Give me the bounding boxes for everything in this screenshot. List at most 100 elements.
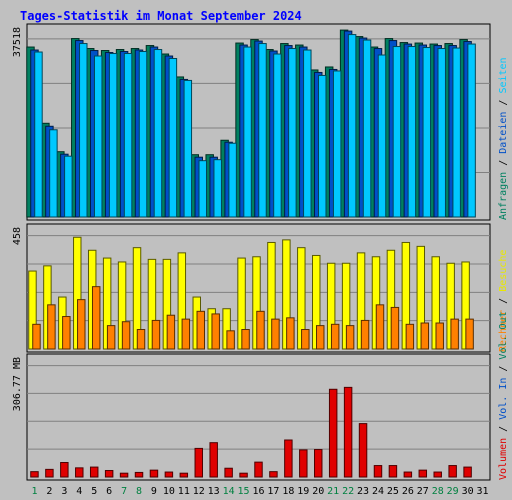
- bar-volumen-day-26: [403, 471, 413, 478]
- x-tick-label: 24: [372, 486, 384, 497]
- bar-volumen-day-14: [224, 467, 233, 478]
- bar-rechner-day-3: [62, 316, 71, 350]
- bar-seiten-day-3: [64, 155, 73, 218]
- bar-rechner-day-8: [136, 329, 146, 350]
- x-tick-label: 22: [342, 486, 354, 497]
- x-tick-label: 8: [136, 486, 142, 497]
- legend-entry: Besuche: [498, 250, 509, 292]
- x-tick-label: 30: [462, 486, 474, 497]
- x-tick-label: 12: [193, 486, 205, 497]
- bar-rechner-day-7: [121, 321, 131, 350]
- bar-seiten-day-30: [467, 43, 476, 218]
- bar-volumen-day-25: [388, 465, 398, 478]
- legend-entry: Vol. In: [498, 378, 509, 420]
- bar-seiten-day-9: [153, 49, 163, 218]
- x-tick-label: 25: [387, 486, 399, 497]
- x-tick-label: 17: [267, 486, 279, 497]
- series-seiten: [34, 34, 476, 218]
- panel-volume-frame: [26, 353, 491, 481]
- x-tick-label: 7: [121, 486, 127, 497]
- bar-volumen-day-3: [60, 462, 69, 478]
- bar-seiten-day-23: [362, 39, 372, 218]
- bar-rechner-day-4: [77, 299, 86, 350]
- bar-seiten-day-26: [407, 46, 417, 218]
- bar-rechner-day-29: [450, 318, 459, 350]
- bar-seiten-day-8: [138, 51, 148, 218]
- bar-volumen-day-30: [463, 466, 472, 478]
- panel-volume: 306.77 MB Volumen / Vol. In / Vol. Out: [12, 311, 509, 481]
- bar-seiten-day-10: [168, 58, 178, 218]
- x-axis: 1 2 3 4 5 6 7 8 9 10 11 12 13 14 15 16 17 18 19 20 21 22 23 24 2…: [31, 486, 488, 497]
- bar-seiten-day-1: [34, 51, 43, 218]
- bar-volumen-day-29: [448, 465, 457, 478]
- bar-volumen-day-16: [254, 461, 263, 478]
- bar-volumen-day-15: [239, 472, 248, 478]
- bar-seiten-day-29: [452, 47, 461, 218]
- series-volumen: [30, 386, 472, 478]
- bar-volumen-day-21: [328, 388, 338, 478]
- bar-rechner-day-25: [390, 306, 400, 350]
- x-tick-label: 19: [297, 486, 309, 497]
- bar-seiten-day-2: [49, 129, 58, 218]
- legend-entry: /: [498, 292, 509, 310]
- x-tick-label: 5: [91, 486, 97, 497]
- x-tick-label: 29: [447, 486, 459, 497]
- legend-entry: /: [498, 420, 509, 438]
- x-tick-label: 3: [61, 486, 67, 497]
- bar-rechner-day-27: [420, 322, 430, 350]
- x-tick-label: 15: [238, 486, 250, 497]
- panel-hits-ymax-label: 37518: [12, 27, 23, 57]
- bar-rechner-day-11: [181, 318, 191, 350]
- bar-seiten-day-20: [318, 74, 327, 218]
- bar-seiten-day-27: [422, 47, 432, 218]
- bar-volumen-day-8: [134, 471, 144, 478]
- x-tick-label: 23: [357, 486, 369, 497]
- bar-volumen-day-18: [284, 439, 293, 478]
- x-tick-label: 28: [432, 486, 444, 497]
- bar-volumen-day-20: [314, 449, 323, 478]
- bar-volumen-day-27: [418, 469, 428, 478]
- bar-volumen-day-9: [149, 469, 159, 478]
- legend-entry: /: [498, 360, 509, 378]
- panel-volume-ymax-label: 306.77 MB: [12, 357, 23, 411]
- legend-entry: /: [498, 94, 509, 112]
- bar-rechner-day-5: [91, 286, 101, 350]
- bar-seiten-day-14: [228, 142, 237, 218]
- x-tick-label: 18: [282, 486, 294, 497]
- bar-volumen-day-11: [179, 472, 189, 478]
- bar-seiten-day-16: [258, 43, 267, 218]
- bar-volumen-day-6: [104, 470, 114, 478]
- bar-volumen-day-7: [119, 472, 129, 478]
- x-tick-label: 2: [46, 486, 52, 497]
- bar-seiten-day-12: [198, 160, 207, 218]
- x-tick-label: 4: [76, 486, 82, 497]
- bar-rechner-day-20: [316, 325, 325, 350]
- chart-title: Tages-Statistik im Monat September 2024: [20, 9, 302, 23]
- bar-rechner-day-22: [345, 325, 355, 350]
- bar-seiten-day-21: [332, 70, 342, 218]
- x-tick-label: 26: [402, 486, 414, 497]
- bar-volumen-day-2: [45, 468, 54, 478]
- bar-rechner-day-28: [435, 322, 444, 350]
- bar-rechner-day-12: [196, 310, 205, 350]
- legend-entry: Volumen: [498, 438, 509, 480]
- bar-rechner-day-21: [330, 323, 340, 350]
- bar-rechner-day-24: [375, 304, 385, 350]
- bar-rechner-day-18: [286, 317, 295, 350]
- bar-seiten-day-24: [377, 54, 387, 218]
- x-tick-label: 14: [223, 486, 235, 497]
- bar-rechner-day-14: [226, 330, 235, 350]
- bar-seiten-day-5: [93, 55, 103, 218]
- bar-volumen-day-10: [164, 471, 174, 478]
- bar-seiten-day-18: [288, 48, 297, 218]
- bar-rechner-day-2: [47, 304, 56, 350]
- legend-entry: Rechner: [498, 310, 509, 352]
- bar-rechner-day-26: [405, 323, 415, 350]
- bar-rechner-day-16: [256, 310, 265, 350]
- series-rechner: [32, 286, 474, 350]
- x-tick-label: 9: [151, 486, 157, 497]
- x-tick-label: 20: [312, 486, 324, 497]
- bar-rechner-day-6: [106, 325, 116, 350]
- x-tick-label: 21: [327, 486, 339, 497]
